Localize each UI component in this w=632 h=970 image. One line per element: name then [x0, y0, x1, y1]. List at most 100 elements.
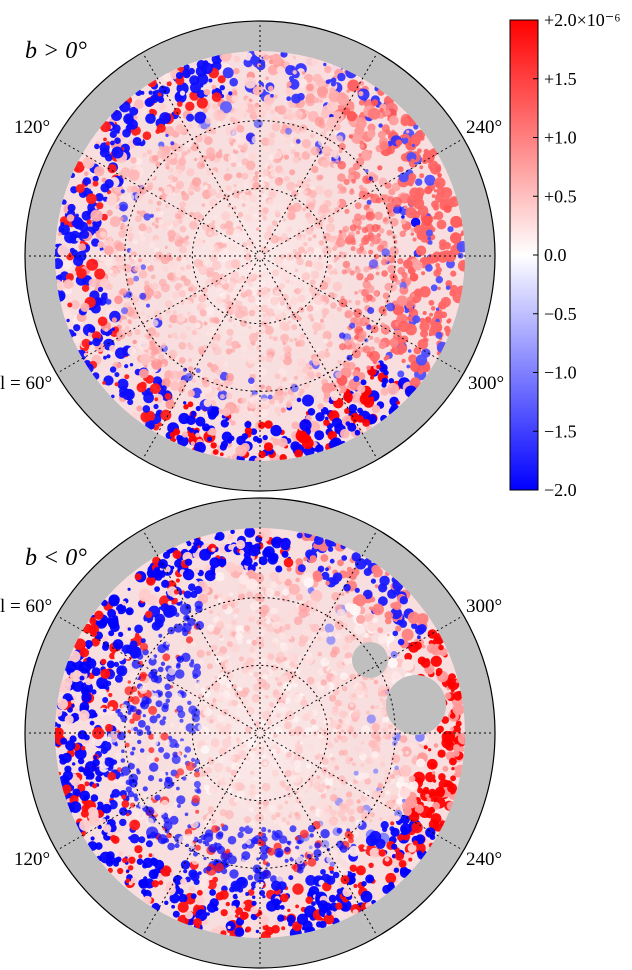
map-pixel	[421, 620, 427, 626]
map-pixel	[127, 737, 131, 741]
map-pixel	[399, 750, 404, 756]
map-pixel	[74, 167, 80, 172]
map-pixel	[329, 87, 336, 94]
map-pixel	[109, 366, 117, 373]
map-pixel	[121, 600, 127, 606]
map-pixel	[219, 614, 223, 618]
map-pixel	[428, 788, 437, 797]
map-pixel	[146, 149, 153, 155]
map-pixel	[247, 569, 255, 578]
map-pixel	[259, 890, 266, 896]
map-pixel	[301, 71, 306, 75]
map-pixel	[414, 187, 425, 198]
map-pixel	[385, 202, 395, 211]
map-pixel	[233, 607, 240, 614]
map-pixel	[431, 194, 436, 198]
north-label-300: 300°	[468, 373, 504, 394]
map-pixel	[309, 555, 317, 562]
map-pixel	[303, 556, 308, 562]
map-pixel	[320, 159, 330, 168]
map-pixel	[328, 865, 334, 872]
map-pixel	[417, 656, 427, 665]
map-pixel	[321, 571, 330, 581]
map-pixel	[97, 297, 107, 306]
north-graticule	[28, 24, 492, 488]
map-pixel	[414, 842, 426, 854]
map-pixel	[92, 224, 100, 232]
map-pixel	[171, 904, 176, 909]
map-pixel	[121, 749, 125, 753]
map-pixel	[261, 137, 270, 147]
map-pixel	[169, 872, 174, 876]
map-pixel	[423, 148, 429, 155]
map-pixel	[96, 801, 104, 809]
map-pixel	[179, 379, 187, 388]
map-pixel	[335, 371, 342, 379]
map-pixel	[388, 282, 397, 292]
map-pixel	[317, 85, 328, 97]
map-pixel	[109, 130, 117, 138]
map-pixel	[139, 685, 148, 694]
map-pixel	[291, 93, 302, 104]
map-pixel	[271, 122, 281, 132]
map-pixel	[383, 722, 388, 727]
map-pixel	[409, 272, 419, 282]
map-pixel	[157, 834, 168, 845]
map-pixel	[199, 878, 210, 889]
map-pixel	[293, 375, 299, 380]
map-pixel	[158, 559, 168, 569]
map-pixel	[136, 405, 143, 412]
map-pixel	[97, 241, 105, 248]
map-pixel	[295, 558, 304, 566]
map-pixel	[162, 653, 171, 662]
map-pixel	[200, 163, 205, 168]
map-pixel	[342, 622, 349, 629]
map-pixel	[66, 318, 70, 323]
map-pixel	[252, 400, 258, 406]
map-pixel	[367, 123, 376, 132]
map-pixel	[295, 577, 300, 583]
map-pixel	[330, 81, 336, 87]
map-pixel	[118, 725, 126, 733]
meridian-line	[263, 257, 462, 373]
map-pixel	[100, 741, 112, 752]
map-pixel	[428, 819, 440, 830]
map-pixel	[311, 901, 316, 907]
map-pixel	[123, 297, 130, 303]
map-pixel	[280, 407, 286, 413]
map-pixel	[147, 349, 152, 354]
map-pixel	[450, 284, 458, 293]
map-pixel	[121, 307, 128, 315]
map-pixel	[397, 370, 405, 378]
map-pixel	[207, 436, 212, 442]
map-pixel	[178, 893, 188, 903]
map-pixel	[433, 189, 438, 193]
map-pixel	[304, 375, 310, 382]
map-pixel	[430, 321, 443, 334]
map-pixel	[450, 727, 455, 731]
map-pixel	[120, 189, 125, 194]
map-pixel	[117, 711, 123, 718]
map-pixel	[313, 97, 320, 104]
map-pixel	[247, 541, 253, 547]
map-pixel	[200, 392, 205, 398]
map-pixel	[390, 827, 400, 837]
map-pixel	[119, 818, 127, 827]
map-pixel	[358, 844, 366, 852]
map-pixel	[229, 77, 238, 87]
map-pixel	[305, 93, 316, 104]
map-pixel	[367, 307, 375, 314]
map-pixel	[145, 113, 156, 124]
map-pixel	[268, 59, 274, 65]
map-pixel	[276, 105, 287, 115]
map-pixel	[343, 392, 353, 402]
map-pixel	[344, 634, 354, 644]
map-pixel	[187, 401, 194, 408]
map-pixel	[115, 347, 127, 360]
map-pixel	[247, 874, 254, 881]
map-pixel	[230, 529, 235, 535]
map-pixel	[371, 224, 380, 233]
map-pixel	[175, 72, 183, 79]
map-pixel	[83, 734, 90, 741]
map-pixel	[185, 139, 193, 148]
